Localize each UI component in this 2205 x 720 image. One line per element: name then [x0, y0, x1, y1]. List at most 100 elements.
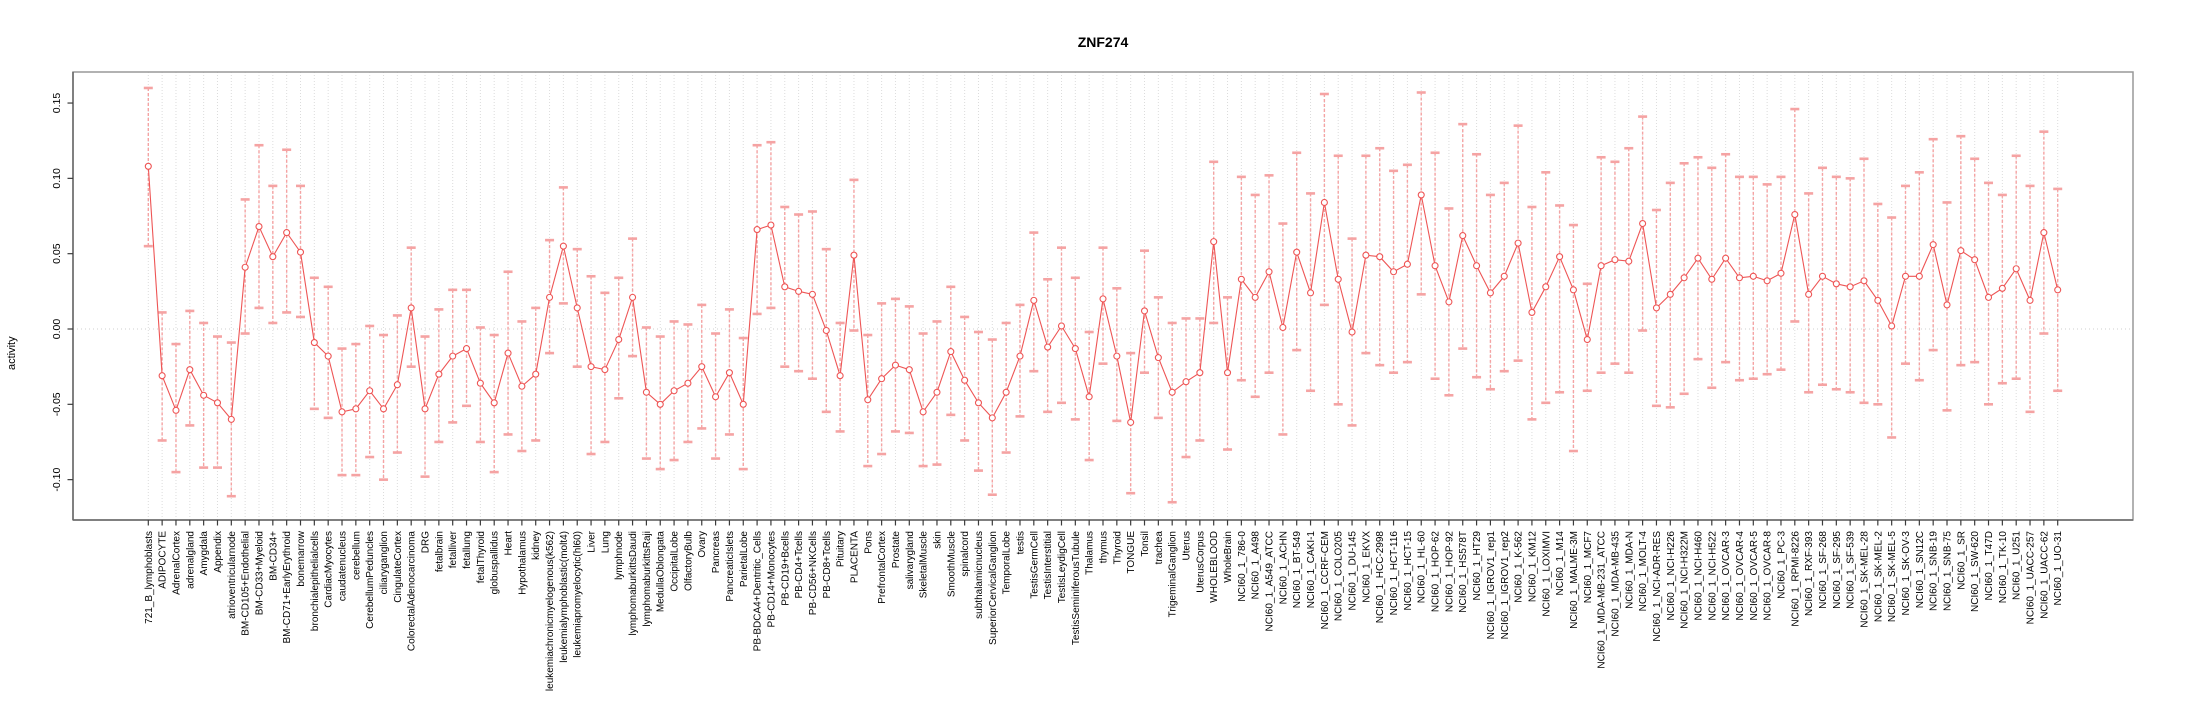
svg-text:NCI60_1_EKVX: NCI60_1_EKVX: [1361, 531, 1372, 603]
svg-text:salivarygland: salivarygland: [905, 531, 916, 589]
svg-text:CingulateCortex: CingulateCortex: [393, 531, 404, 603]
svg-text:NCI60_1_A549_ATCC: NCI60_1_A549_ATCC: [1265, 531, 1276, 631]
svg-text:ciliaryganglion: ciliaryganglion: [379, 531, 390, 594]
svg-text:SmoothMuscle: SmoothMuscle: [946, 531, 957, 598]
svg-text:NCI60_1_UO-31: NCI60_1_UO-31: [2053, 531, 2064, 606]
svg-text:thymus: thymus: [1099, 531, 1110, 563]
svg-text:TemporalLobe: TemporalLobe: [1002, 531, 1013, 595]
svg-text:ParietalLobe: ParietalLobe: [739, 531, 750, 588]
svg-text:NCI60_1_SW-620: NCI60_1_SW-620: [1970, 531, 1981, 612]
svg-text:NCI60_1_PC-3: NCI60_1_PC-3: [1776, 531, 1787, 599]
svg-text:NCI60_1_OVCAR-8: NCI60_1_OVCAR-8: [1763, 531, 1774, 621]
svg-text:Pons: Pons: [863, 531, 874, 554]
svg-text:PrefrontalCortex: PrefrontalCortex: [877, 531, 888, 604]
svg-text:Pancreas: Pancreas: [711, 531, 722, 573]
svg-text:NCI60_1_HOP-92: NCI60_1_HOP-92: [1444, 531, 1455, 613]
svg-text:NCI60_1_SK-OV-3: NCI60_1_SK-OV-3: [1901, 531, 1912, 616]
svg-text:NCI60_1_OVCAR-4: NCI60_1_OVCAR-4: [1735, 531, 1746, 621]
svg-text:NCI60_1_NCI-ADR-RES: NCI60_1_NCI-ADR-RES: [1652, 531, 1663, 642]
svg-text:NCI60_1_NCI-H460: NCI60_1_NCI-H460: [1693, 531, 1704, 621]
svg-text:skin: skin: [932, 531, 943, 549]
svg-text:NCI60_1_RXF-393: NCI60_1_RXF-393: [1804, 531, 1815, 616]
y-axis-label: activity: [6, 336, 18, 370]
svg-text:NCI60_1_KM12: NCI60_1_KM12: [1527, 531, 1538, 603]
svg-text:BM-CD105+Endothelial: BM-CD105+Endothelial: [241, 531, 252, 636]
svg-text:UterusCorpus: UterusCorpus: [1195, 531, 1206, 593]
svg-text:NCI60_1_U251: NCI60_1_U251: [2012, 531, 2023, 600]
svg-text:Hypothalamus: Hypothalamus: [517, 531, 528, 595]
svg-text:CerebellumPeduncles: CerebellumPeduncles: [365, 531, 376, 629]
svg-text:Lung: Lung: [600, 531, 611, 553]
svg-text:NCI60_1_DU-145: NCI60_1_DU-145: [1348, 531, 1359, 611]
svg-text:-0.10: -0.10: [51, 468, 63, 492]
svg-text:NCI60_1_SF-539: NCI60_1_SF-539: [1846, 531, 1857, 609]
svg-text:bronchialepithelialcells: bronchialepithelialcells: [310, 531, 321, 631]
svg-text:DRG: DRG: [421, 531, 432, 553]
svg-text:NCI60_1_SNB-75: NCI60_1_SNB-75: [1943, 531, 1954, 611]
svg-text:Uterus: Uterus: [1182, 531, 1193, 560]
svg-text:NCI60_1_CAKI-1: NCI60_1_CAKI-1: [1306, 531, 1317, 609]
svg-text:leukemiapromyelocytic(hl60): leukemiapromyelocytic(hl60): [573, 531, 584, 658]
svg-text:NCI60_1_HCC-2998: NCI60_1_HCC-2998: [1375, 531, 1386, 624]
svg-text:NCI60_1_M14: NCI60_1_M14: [1555, 531, 1566, 596]
svg-text:NCI60_1_A498: NCI60_1_A498: [1251, 531, 1262, 600]
svg-text:NCI60_1_NCI-H522: NCI60_1_NCI-H522: [1707, 531, 1718, 621]
svg-text:AdrenalCortex: AdrenalCortex: [171, 531, 182, 595]
svg-text:lymphnode: lymphnode: [614, 531, 625, 580]
svg-text:WHOLEBLOOD: WHOLEBLOOD: [1209, 531, 1220, 603]
svg-text:bonemarrow: bonemarrow: [296, 530, 307, 586]
svg-text:NCI60_1_K-562: NCI60_1_K-562: [1514, 531, 1525, 603]
svg-text:-0.05: -0.05: [51, 392, 63, 416]
svg-text:SkeletalMuscle: SkeletalMuscle: [919, 531, 930, 599]
svg-text:NCI60_1_LOXIMVI: NCI60_1_LOXIMVI: [1541, 531, 1552, 617]
x-axis-ticks: [147, 520, 2059, 526]
svg-text:PB-CD56+NKCells: PB-CD56+NKCells: [808, 531, 819, 615]
svg-text:PB-CD19+Bcells: PB-CD19+Bcells: [780, 531, 791, 606]
svg-text:Liver: Liver: [587, 530, 598, 552]
svg-text:0.00: 0.00: [51, 319, 63, 340]
svg-text:lymphomaburkittsRaji: lymphomaburkittsRaji: [642, 531, 653, 627]
svg-text:PLACENTA: PLACENTA: [849, 531, 860, 583]
y-tick-labels: 0.15 0.10 0.05 0.00 -0.05 -0.10: [51, 93, 63, 492]
svg-text:testis: testis: [1015, 531, 1026, 554]
svg-text:fetalThyroid: fetalThyroid: [476, 531, 487, 583]
svg-text:NCI60_1_SK-MEL-5: NCI60_1_SK-MEL-5: [1887, 531, 1898, 623]
svg-text:721_B_lymphoblasts: 721_B_lymphoblasts: [144, 531, 155, 624]
svg-text:NCI60_1_MALME-3M: NCI60_1_MALME-3M: [1569, 531, 1580, 629]
svg-text:Thalamus: Thalamus: [1085, 531, 1096, 575]
svg-text:Pituitary: Pituitary: [836, 531, 847, 567]
svg-text:NCI60_1_HCT-15: NCI60_1_HCT-15: [1403, 531, 1414, 611]
svg-text:SuperiorCervicalGanglion: SuperiorCervicalGanglion: [988, 531, 999, 645]
svg-text:NCI60_1_HOP-62: NCI60_1_HOP-62: [1431, 531, 1442, 613]
svg-text:fetalliver: fetalliver: [448, 530, 459, 568]
svg-text:ColorectalAdenocarcinoma: ColorectalAdenocarcinoma: [407, 531, 418, 652]
svg-text:PancreaticIslets: PancreaticIslets: [725, 531, 736, 602]
svg-text:NCI60_1_HT29: NCI60_1_HT29: [1472, 531, 1483, 601]
svg-text:TestisGermCell: TestisGermCell: [1029, 531, 1040, 599]
svg-text:NCI60_1_CCRF-CEM: NCI60_1_CCRF-CEM: [1320, 531, 1331, 629]
svg-text:TestisLeydigCell: TestisLeydigCell: [1057, 531, 1068, 603]
svg-text:PB-BDCA4+Dentritic_Cells: PB-BDCA4+Dentritic_Cells: [753, 531, 764, 651]
svg-text:BM-CD34+: BM-CD34+: [268, 531, 279, 581]
svg-text:NCI60_1_UACC-257: NCI60_1_UACC-257: [2026, 531, 2037, 625]
svg-text:NCI60_1_HCT-116: NCI60_1_HCT-116: [1389, 531, 1400, 616]
svg-text:NCI60_1_SN12C: NCI60_1_SN12C: [1915, 531, 1926, 608]
svg-text:fetalbrain: fetalbrain: [434, 531, 445, 572]
svg-text:PB-CD8+Tcells: PB-CD8+Tcells: [822, 531, 833, 599]
svg-text:globuspallidus: globuspallidus: [490, 531, 501, 594]
svg-text:cerebellum: cerebellum: [351, 531, 362, 580]
svg-text:PB-CD4+Tcells: PB-CD4+Tcells: [794, 531, 805, 599]
svg-text:CardiacMyocytes: CardiacMyocytes: [324, 531, 335, 608]
data-points: [144, 162, 2062, 426]
svg-text:NCI60_1_IGROV1_rep1: NCI60_1_IGROV1_rep1: [1486, 531, 1497, 640]
svg-text:leukemialymphoblastic(molt4): leukemialymphoblastic(molt4): [559, 531, 570, 663]
svg-text:NCI60_1_786-0: NCI60_1_786-0: [1237, 531, 1248, 602]
svg-text:kidney: kidney: [531, 531, 542, 560]
svg-text:NCI60_1_SK-MEL-28: NCI60_1_SK-MEL-28: [1859, 531, 1870, 628]
svg-text:OccipitalLobe: OccipitalLobe: [670, 531, 681, 592]
svg-text:NCI60_1_RPMI-8226: NCI60_1_RPMI-8226: [1790, 531, 1801, 627]
svg-text:BM-CD71+EarlyErythroid: BM-CD71+EarlyErythroid: [282, 531, 293, 644]
chart-title: ZNF274: [1077, 34, 1129, 50]
svg-text:NCI60_1_HL-60: NCI60_1_HL-60: [1417, 531, 1428, 604]
